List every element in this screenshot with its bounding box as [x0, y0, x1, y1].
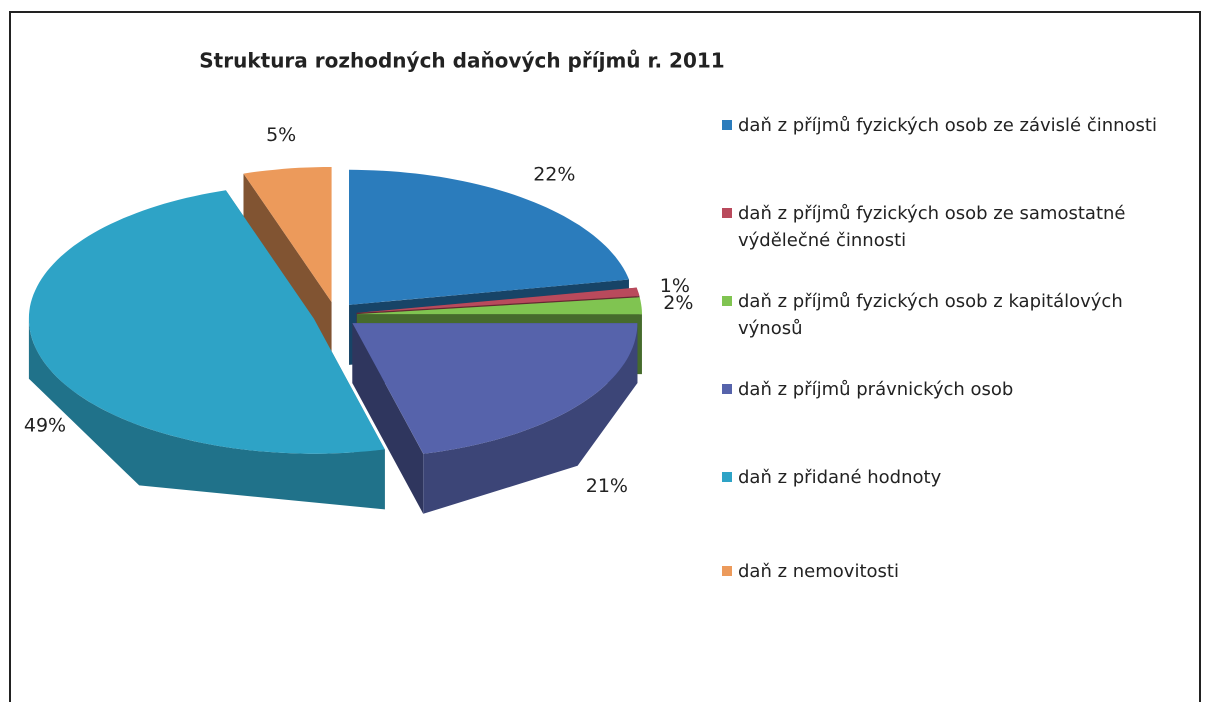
legend-swatch [722, 472, 732, 482]
legend-swatch [722, 296, 732, 306]
legend-label: daň z příjmů fyzických osob ze samostatn… [738, 203, 1126, 251]
legend-swatch [722, 566, 732, 576]
data-label: 2% [663, 292, 693, 314]
legend-item: daň z přidané hodnoty [722, 464, 1192, 491]
slice [28, 190, 385, 454]
data-label: 1% [660, 275, 690, 297]
legend-label: daň z příjmů fyzických osob z kapitálový… [738, 291, 1123, 339]
data-label: 21% [586, 475, 628, 497]
legend-swatch [722, 208, 732, 218]
data-label: 49% [24, 414, 66, 436]
slice-wall [352, 323, 424, 514]
legend-item: daň z příjmů právnických osob [722, 376, 1192, 403]
legend-item: daň z příjmů fyzických osob ze samostatn… [722, 200, 1192, 254]
chart-title: Struktura rozhodných daňových příjmů r. … [199, 49, 724, 73]
legend-label: daň z příjmů fyzických osob ze závislé č… [738, 115, 1157, 136]
slice [243, 167, 332, 302]
legend-label: daň z příjmů právnických osob [738, 379, 1014, 400]
slice-side [423, 323, 638, 514]
data-label: 22% [533, 163, 575, 185]
legend-item: daň z příjmů fyzických osob ze závislé č… [722, 112, 1192, 139]
data-label: 5% [266, 124, 296, 146]
legend-label: daň z nemovitosti [738, 561, 899, 582]
frame [9, 11, 1201, 702]
slice-side [28, 318, 385, 510]
slice [356, 287, 640, 313]
slice [349, 169, 629, 305]
legend-item: daň z příjmů fyzických osob z kapitálový… [722, 288, 1192, 342]
legend-swatch [722, 384, 732, 394]
slice [356, 297, 642, 315]
slice [352, 323, 638, 454]
legend-item: daň z nemovitosti [722, 558, 1192, 585]
legend-label: daň z přidané hodnoty [738, 467, 942, 488]
legend-swatch [722, 120, 732, 130]
